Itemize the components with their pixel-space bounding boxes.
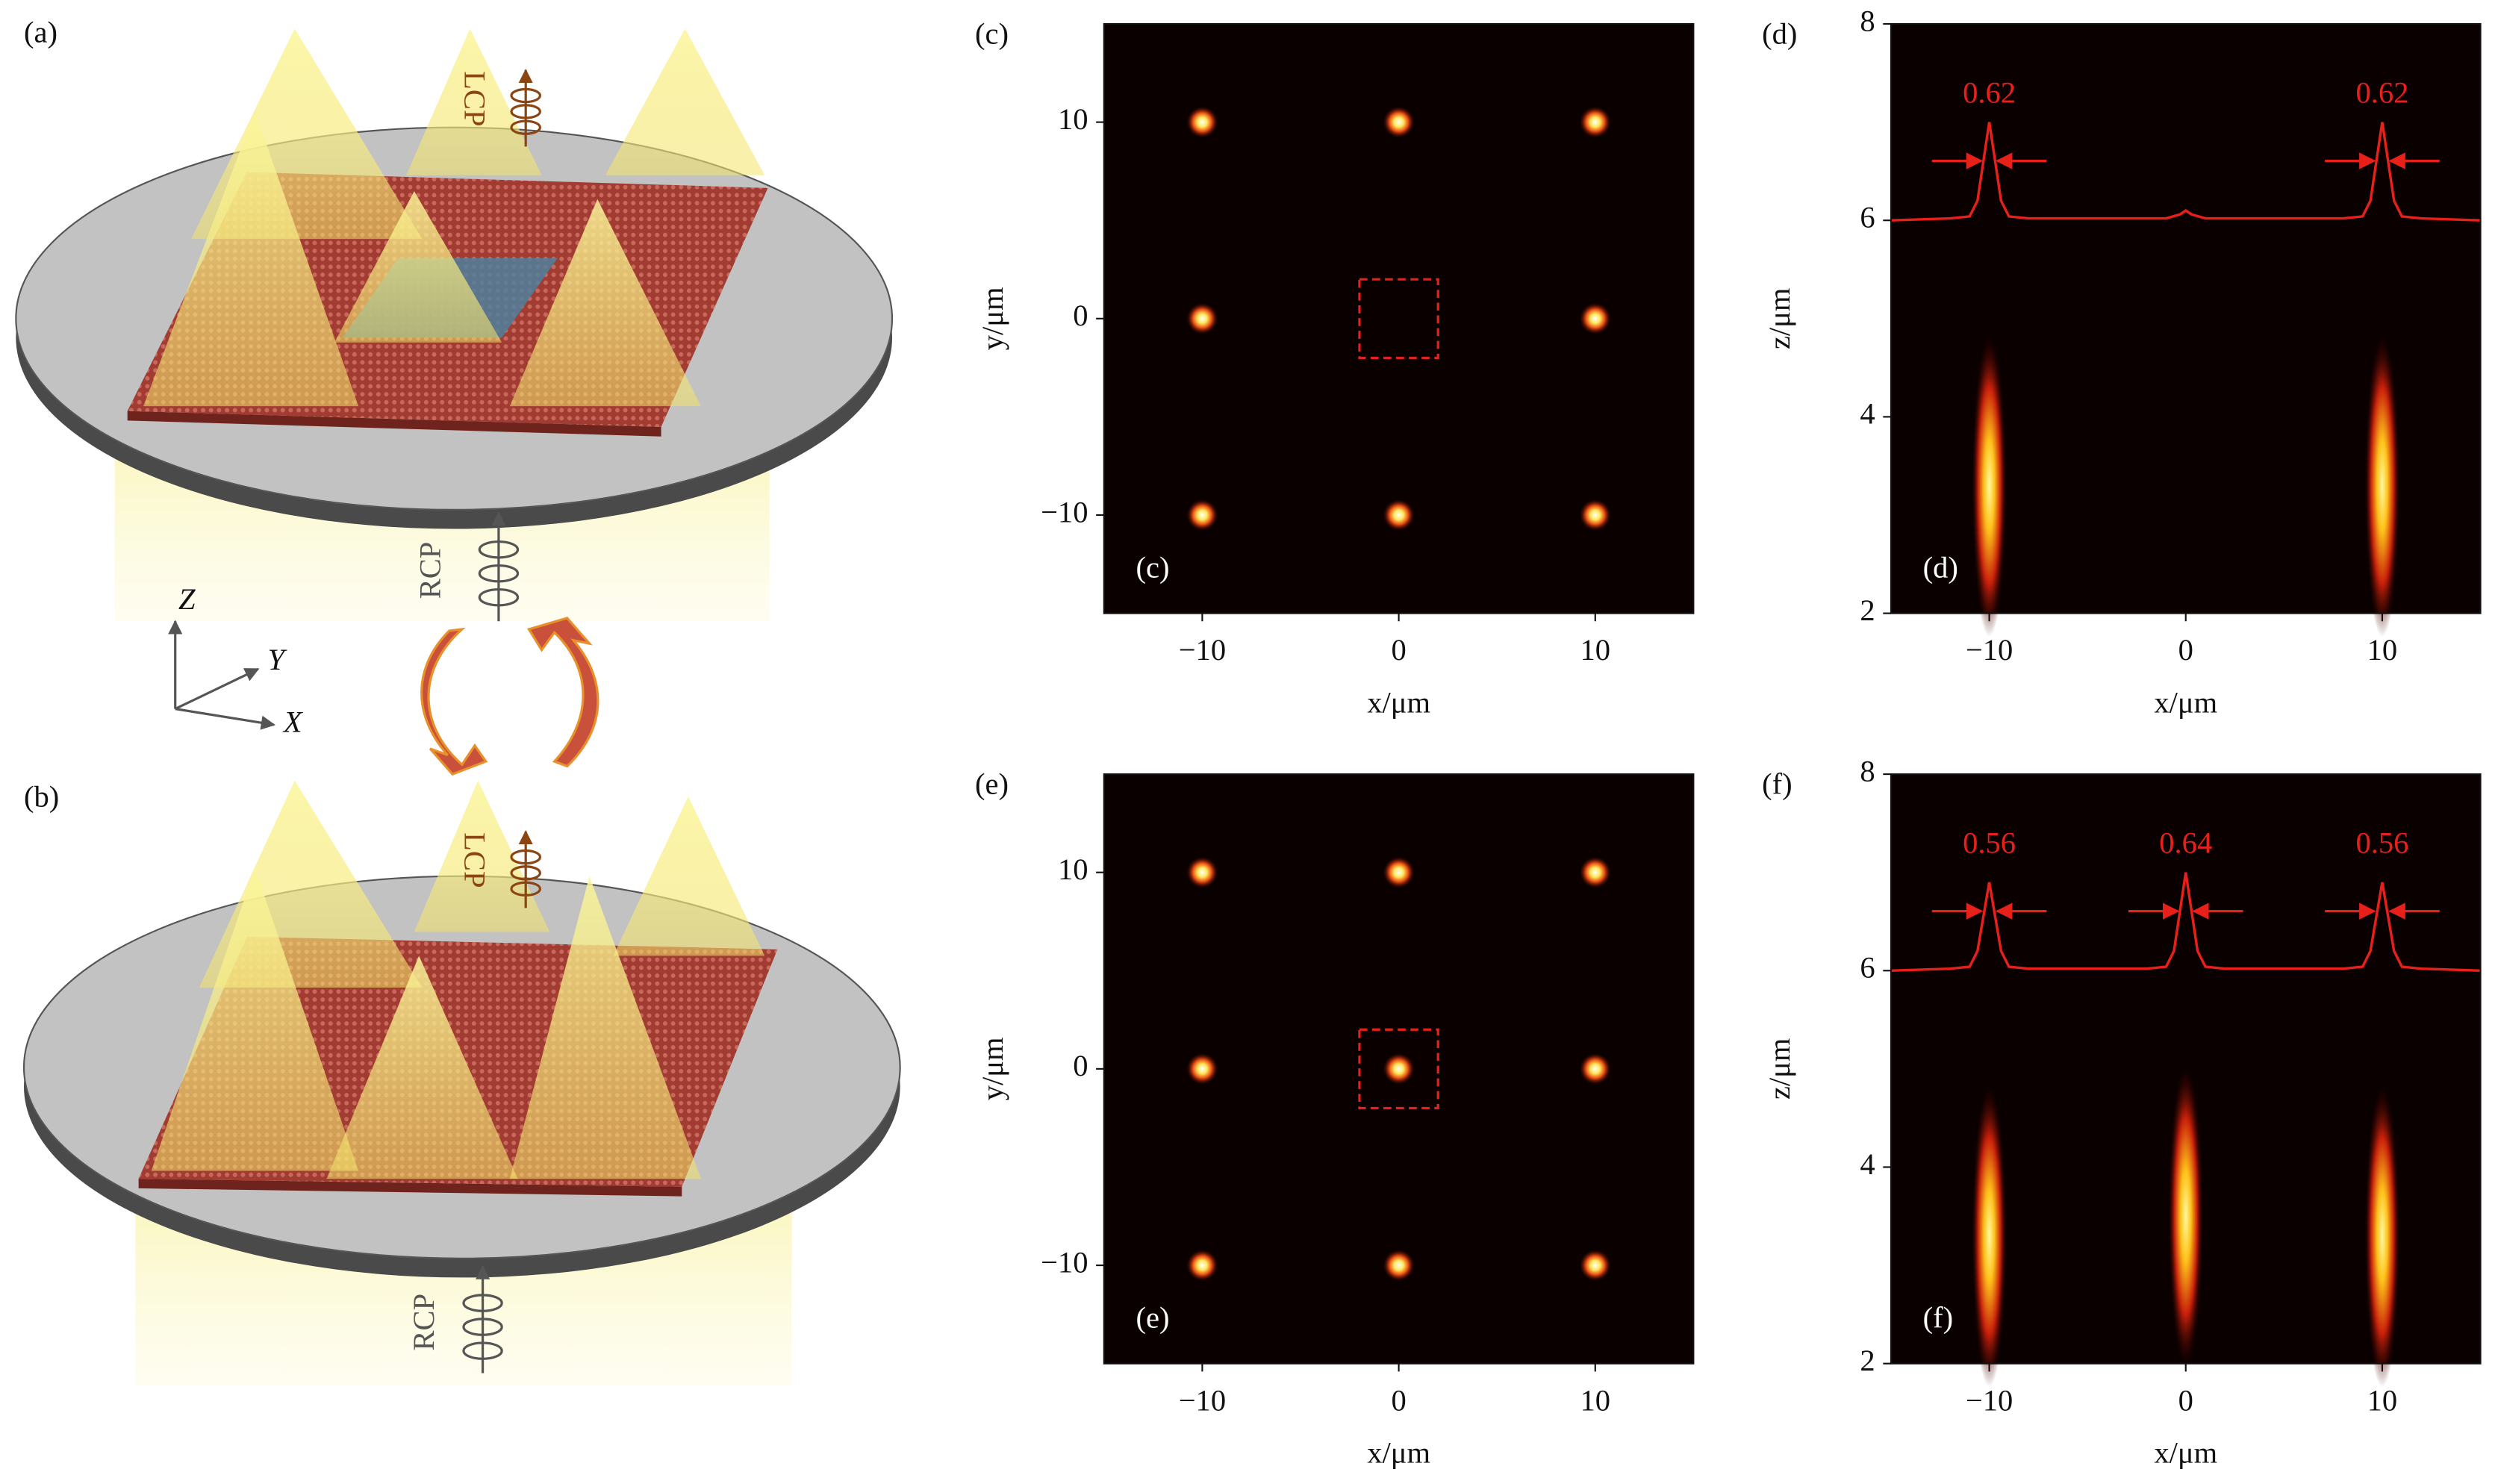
panel-label: (b) — [24, 780, 59, 814]
y-tick-label: 0 — [1073, 299, 1088, 332]
inner-label: (f) — [1923, 1300, 1954, 1334]
focal-spot — [1186, 499, 1218, 531]
focal-beam — [2168, 1064, 2204, 1368]
schematic-a: (a) LCP RCP — [15, 15, 894, 622]
rcp-coil — [462, 1265, 503, 1374]
x-tick-label: −10 — [1179, 633, 1226, 667]
focal-spot — [1383, 499, 1415, 531]
x-tick-label: 0 — [1391, 1383, 1406, 1417]
focal-spot — [1579, 856, 1612, 889]
schematic-b: (b) LCP RCP — [22, 780, 901, 1386]
y-tick-label: −10 — [1041, 1245, 1088, 1279]
x-tick-label: 0 — [1391, 633, 1406, 667]
fwhm-label: 0.64 — [2159, 826, 2212, 859]
y-tick-label: 2 — [1860, 1344, 1875, 1377]
x-tick-label: 0 — [2178, 1383, 2193, 1417]
focal-beam — [1972, 1084, 2008, 1388]
y-tick-label: −10 — [1041, 495, 1088, 529]
intensity-profile — [1890, 872, 2481, 972]
y-axis-label: z/μm — [1763, 288, 1796, 350]
x-tick-label: 10 — [2367, 1383, 2398, 1417]
y-tick-label: 6 — [1860, 201, 1875, 234]
axis-y: Y — [268, 643, 288, 676]
focal-beam — [2364, 334, 2400, 637]
x-axis-label: x/μm — [2154, 1436, 2217, 1470]
focal-spot — [1383, 856, 1415, 889]
x-tick-label: 0 — [2178, 633, 2193, 667]
y-tick-label: 2 — [1860, 593, 1875, 627]
focal-spot — [1579, 499, 1612, 531]
y-axis-label: y/μm — [976, 1037, 1009, 1100]
y-tick-label: 6 — [1860, 951, 1875, 985]
y-tick-label: 10 — [1058, 852, 1088, 886]
rcp-label: RCP — [407, 1294, 440, 1351]
axis-x: X — [282, 705, 304, 738]
y-tick-label: 4 — [1860, 1147, 1875, 1181]
x-tick-label: 10 — [1580, 633, 1611, 667]
rcp-coil — [478, 511, 520, 622]
y-tick-label: 8 — [1860, 4, 1875, 37]
panel-label: (a) — [24, 15, 57, 49]
focal-spot — [1186, 106, 1218, 138]
lcp-label: LCP — [458, 71, 491, 126]
panel-label: (c) — [975, 16, 1009, 50]
y-axis-label: y/μm — [976, 287, 1009, 350]
y-axis-label: z/μm — [1763, 1038, 1796, 1100]
highlight-box — [1358, 278, 1439, 360]
panel-label: (d) — [1762, 16, 1797, 50]
intensity-profile — [1890, 122, 2481, 222]
inner-label: (d) — [1923, 550, 1958, 584]
focal-spot — [1579, 106, 1612, 138]
focal-spot — [1186, 856, 1218, 889]
cones — [143, 28, 765, 407]
fwhm-label: 0.62 — [2355, 75, 2408, 109]
axis-z: Z — [178, 582, 196, 616]
focal-spot — [1186, 302, 1218, 335]
metasurface-side — [127, 411, 661, 437]
lcp-coil — [510, 830, 542, 908]
focal-spot — [1383, 106, 1415, 138]
rcp-label: RCP — [414, 542, 447, 599]
y-tick-label: 4 — [1860, 397, 1875, 431]
y-tick-label: 10 — [1058, 102, 1088, 136]
x-axis-label: x/μm — [1367, 1436, 1430, 1470]
x-tick-label: −10 — [1179, 1383, 1226, 1417]
focal-beam — [2364, 1084, 2400, 1388]
fwhm-label: 0.56 — [2355, 826, 2408, 859]
fwhm-label: 0.56 — [1963, 826, 2016, 859]
inner-label: (c) — [1136, 550, 1169, 584]
focal-spot — [1383, 1249, 1415, 1282]
panel-label: (f) — [1762, 767, 1792, 800]
focal-spot — [1579, 302, 1612, 335]
fwhm-label: 0.62 — [1963, 75, 2016, 109]
panel-label: (e) — [975, 767, 1009, 800]
lcp-coil — [510, 68, 542, 147]
focal-beam — [1972, 334, 2008, 637]
x-tick-label: 10 — [2367, 633, 2398, 667]
y-tick-label: 0 — [1073, 1049, 1088, 1082]
x-axis-label: x/μm — [1367, 686, 1430, 720]
coordinate-axes — [168, 620, 275, 730]
switch-arrows — [420, 617, 599, 776]
focal-spot — [1186, 1249, 1218, 1282]
focal-spot — [1579, 1249, 1612, 1282]
x-axis-label: x/μm — [2154, 686, 2217, 720]
highlight-box — [1358, 1028, 1439, 1110]
x-tick-label: −10 — [1966, 633, 2013, 667]
inner-label: (e) — [1136, 1300, 1169, 1334]
lcp-label: LCP — [458, 832, 491, 888]
x-tick-label: −10 — [1966, 1383, 2013, 1417]
x-tick-label: 10 — [1580, 1383, 1611, 1417]
metasurface-side — [138, 1179, 682, 1197]
focal-spot — [1186, 1053, 1218, 1085]
focal-spot — [1383, 1053, 1415, 1085]
y-tick-label: 8 — [1860, 754, 1875, 788]
focal-spot — [1579, 1053, 1612, 1085]
